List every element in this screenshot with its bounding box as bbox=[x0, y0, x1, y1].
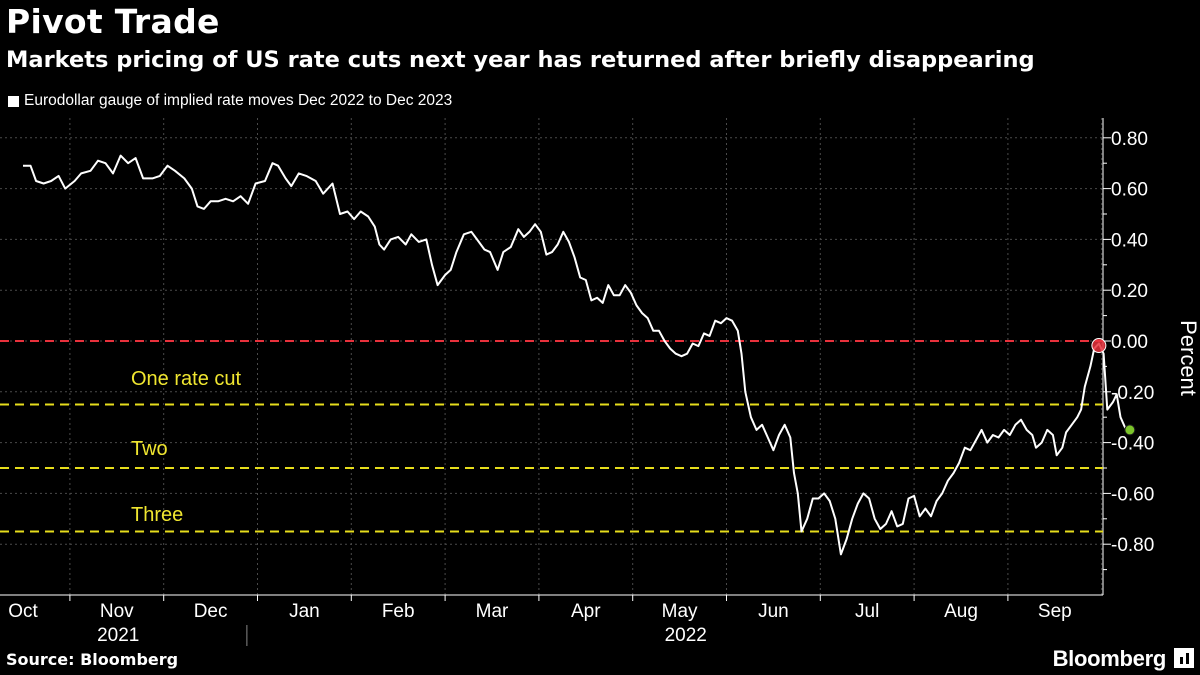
peak-marker bbox=[1091, 338, 1107, 354]
x-tick-label-nov: Nov bbox=[100, 601, 134, 622]
chart-subtitle: Markets pricing of US rate cuts next yea… bbox=[6, 47, 1035, 73]
bloomberg-chart-icon bbox=[1174, 648, 1194, 668]
legend: Eurodollar gauge of implied rate moves D… bbox=[8, 90, 452, 112]
x-tick-label-dec: Dec bbox=[194, 601, 228, 622]
series-line bbox=[23, 154, 1130, 556]
year-label-2021: 2021 bbox=[97, 625, 139, 646]
legend-swatch-icon bbox=[8, 95, 19, 107]
x-tick-label-jan: Jan bbox=[289, 601, 320, 622]
reference-label: Three bbox=[131, 504, 183, 526]
x-tick-label-oct: Oct bbox=[8, 601, 38, 622]
year-label-2022: 2022 bbox=[665, 625, 707, 646]
x-tick-label-apr: Apr bbox=[571, 601, 601, 622]
y-tick-label: -0.60 bbox=[1111, 484, 1154, 505]
y-tick-label: -0.40 bbox=[1111, 434, 1154, 455]
source-note: Source: Bloomberg bbox=[6, 650, 179, 669]
x-tick-label-mar: Mar bbox=[476, 601, 509, 622]
chart-title: Pivot Trade bbox=[6, 2, 220, 41]
bloomberg-logo: Bloomberg bbox=[1052, 646, 1167, 671]
x-tick-label-jul: Jul bbox=[855, 601, 879, 622]
y-tick-label: 0.80 bbox=[1111, 129, 1148, 150]
x-tick-label-feb: Feb bbox=[382, 601, 415, 622]
y-tick-label: -0.20 bbox=[1111, 383, 1154, 404]
y-axis-title: Percent bbox=[1176, 320, 1200, 396]
latest-value-marker bbox=[1124, 424, 1136, 436]
x-tick-label-jun: Jun bbox=[758, 601, 789, 622]
y-tick-label: 0.40 bbox=[1111, 230, 1148, 251]
reference-label: One rate cut bbox=[131, 368, 242, 390]
x-tick-label-may: May bbox=[662, 601, 698, 622]
y-tick-label: 0.60 bbox=[1111, 180, 1148, 201]
x-tick-label-sep: Sep bbox=[1038, 601, 1072, 622]
x-tick-label-aug: Aug bbox=[944, 601, 978, 622]
reference-label: Two bbox=[131, 438, 168, 460]
legend-label: Eurodollar gauge of implied rate moves D… bbox=[24, 92, 453, 109]
y-tick-label: 0.20 bbox=[1111, 281, 1148, 302]
y-tick-label: -0.80 bbox=[1111, 535, 1154, 556]
y-tick-label: 0.00 bbox=[1111, 332, 1148, 353]
